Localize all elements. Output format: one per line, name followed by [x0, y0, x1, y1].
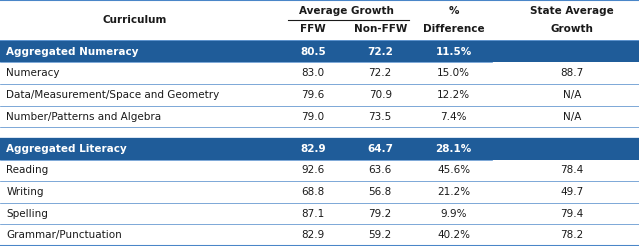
- Text: 82.9: 82.9: [302, 230, 325, 240]
- Text: Aggregated Literacy: Aggregated Literacy: [6, 144, 127, 154]
- Text: 11.5%: 11.5%: [436, 47, 472, 57]
- Text: Difference: Difference: [423, 24, 484, 34]
- Text: Numeracy: Numeracy: [6, 68, 60, 78]
- Text: 9.9%: 9.9%: [440, 209, 467, 218]
- Text: 63.6: 63.6: [369, 165, 392, 175]
- Text: %: %: [449, 6, 459, 16]
- Text: 79.0: 79.0: [302, 111, 325, 122]
- Text: 70.9: 70.9: [369, 90, 392, 100]
- Text: FFW: FFW: [300, 24, 326, 34]
- Text: Writing: Writing: [6, 187, 44, 197]
- Text: 40.2%: 40.2%: [437, 230, 470, 240]
- Text: 79.2: 79.2: [369, 209, 392, 218]
- Text: 45.6%: 45.6%: [437, 165, 470, 175]
- Text: Average Growth: Average Growth: [299, 6, 394, 16]
- Text: 92.6: 92.6: [302, 165, 325, 175]
- Text: Non-FFW: Non-FFW: [353, 24, 407, 34]
- Text: 49.7: 49.7: [560, 187, 583, 197]
- Text: 72.2: 72.2: [367, 47, 393, 57]
- Text: Curriculum: Curriculum: [102, 15, 166, 25]
- Text: 15.0%: 15.0%: [437, 68, 470, 78]
- Text: 59.2: 59.2: [369, 230, 392, 240]
- Text: N/A: N/A: [563, 90, 581, 100]
- Text: State Average: State Average: [530, 6, 614, 16]
- Text: Reading: Reading: [6, 165, 49, 175]
- Text: 79.6: 79.6: [302, 90, 325, 100]
- Text: 78.4: 78.4: [560, 165, 583, 175]
- Text: Spelling: Spelling: [6, 209, 49, 218]
- Text: 56.8: 56.8: [369, 187, 392, 197]
- Text: 79.4: 79.4: [560, 209, 583, 218]
- Text: 12.2%: 12.2%: [437, 90, 470, 100]
- Text: Data/Measurement/Space and Geometry: Data/Measurement/Space and Geometry: [6, 90, 220, 100]
- Text: 83.0: 83.0: [302, 68, 325, 78]
- Text: 7.4%: 7.4%: [440, 111, 467, 122]
- Text: Growth: Growth: [550, 24, 594, 34]
- Text: 64.7: 64.7: [367, 144, 393, 154]
- Text: 73.5: 73.5: [369, 111, 392, 122]
- Text: Grammar/Punctuation: Grammar/Punctuation: [6, 230, 122, 240]
- Text: 87.1: 87.1: [302, 209, 325, 218]
- Text: 88.7: 88.7: [560, 68, 583, 78]
- Text: 28.1%: 28.1%: [436, 144, 472, 154]
- Text: Number/Patterns and Algebra: Number/Patterns and Algebra: [6, 111, 162, 122]
- Text: Aggregated Numeracy: Aggregated Numeracy: [6, 47, 139, 57]
- Text: 80.5: 80.5: [300, 47, 326, 57]
- Text: 82.9: 82.9: [300, 144, 326, 154]
- Text: N/A: N/A: [563, 111, 581, 122]
- Text: 78.2: 78.2: [560, 230, 583, 240]
- Text: 72.2: 72.2: [369, 68, 392, 78]
- Text: 68.8: 68.8: [302, 187, 325, 197]
- Bar: [0, 41, 639, 62]
- Bar: [0, 138, 639, 159]
- Text: 21.2%: 21.2%: [437, 187, 470, 197]
